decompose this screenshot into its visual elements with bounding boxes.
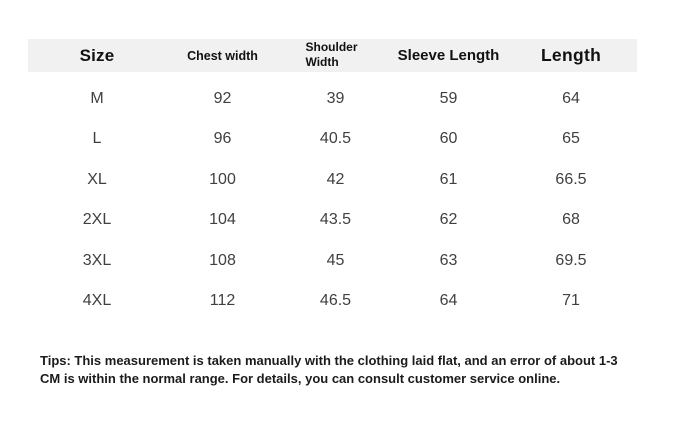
header-size-label: Size xyxy=(79,45,115,65)
table-header-row: Size Chest width Shoulder Width Sleeve L… xyxy=(28,39,637,72)
cell-length: 68 xyxy=(562,211,580,229)
header-sleeve-length: Sleeve Length xyxy=(392,39,505,72)
table-row: M 92 39 59 64 xyxy=(28,72,637,119)
cell-sleeve-length: 64 xyxy=(439,292,458,310)
cell-shoulder-width: 40.5 xyxy=(319,130,352,148)
cell-size: 2XL xyxy=(82,211,112,229)
cell-chest-width: 92 xyxy=(213,90,232,107)
cell-sleeve-length: 61 xyxy=(439,170,458,188)
cell-shoulder-width: 45 xyxy=(326,251,345,269)
cell-chest-width: 100 xyxy=(209,170,236,188)
cell-shoulder-width: 42 xyxy=(326,170,345,188)
header-chest-width-label: Chest width xyxy=(187,48,258,63)
cell-size: L xyxy=(92,130,102,148)
table-row: 2XL 104 43.5 62 68 xyxy=(28,200,637,241)
table-body: M 92 39 59 64 L 96 40.5 60 65 XL 100 42 61 66.5 2XL 104 4… xyxy=(28,72,637,322)
table-row: 4XL 112 46.5 64 71 xyxy=(28,281,637,322)
cell-sleeve-length: 62 xyxy=(439,211,458,229)
tips-text: Tips: This measurement is taken manually… xyxy=(40,353,618,386)
cell-length: 64 xyxy=(562,90,580,107)
cell-size: 3XL xyxy=(82,251,112,269)
cell-size: M xyxy=(90,90,104,107)
header-shoulder-width-label: Shoulder Width xyxy=(305,39,358,70)
table-row: L 96 40.5 60 65 xyxy=(28,119,637,160)
cell-chest-width: 108 xyxy=(209,251,236,269)
cell-sleeve-length: 63 xyxy=(439,251,458,269)
cell-sleeve-length: 60 xyxy=(439,130,458,148)
cell-shoulder-width: 46.5 xyxy=(319,292,352,310)
size-chart-table: Size Chest width Shoulder Width Sleeve L… xyxy=(28,39,637,322)
header-sleeve-length-label: Sleeve Length xyxy=(397,46,500,64)
cell-chest-width: 104 xyxy=(209,211,236,229)
cell-size: XL xyxy=(87,170,107,188)
header-size: Size xyxy=(28,39,166,72)
header-length-label: Length xyxy=(540,45,602,65)
cell-sleeve-length: 59 xyxy=(439,90,458,107)
cell-chest-width: 112 xyxy=(209,292,236,310)
cell-size: 4XL xyxy=(82,292,112,310)
cell-length: 71 xyxy=(562,292,580,310)
header-length: Length xyxy=(505,39,637,72)
table-row: 3XL 108 45 63 69.5 xyxy=(28,241,637,282)
cell-length: 65 xyxy=(562,130,580,148)
cell-shoulder-width: 39 xyxy=(326,90,345,107)
header-chest-width: Chest width xyxy=(166,39,279,72)
table-row: XL 100 42 61 66.5 xyxy=(28,160,637,201)
cell-length: 66.5 xyxy=(555,170,587,188)
cell-chest-width: 96 xyxy=(213,130,232,148)
header-shoulder-width: Shoulder Width xyxy=(279,39,392,72)
cell-shoulder-width: 43.5 xyxy=(319,211,352,229)
cell-length: 69.5 xyxy=(555,251,587,269)
